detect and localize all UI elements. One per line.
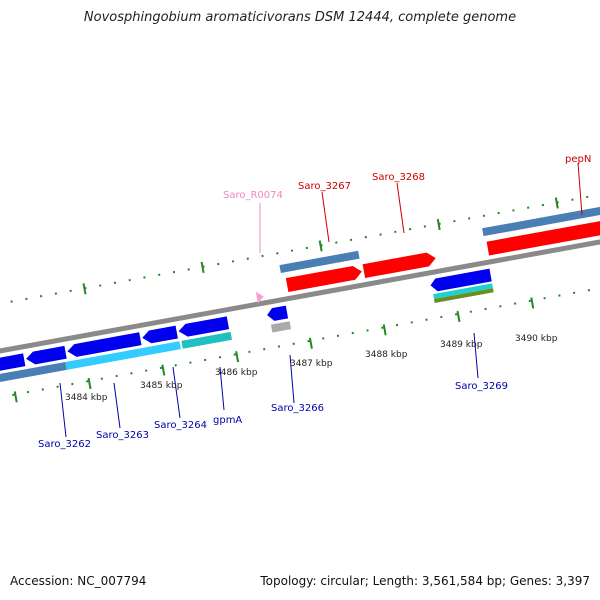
gene-label-saro-3263[interactable]: Saro_3263 [96, 430, 149, 441]
tick-label-3486: 3486 kbp [215, 368, 258, 378]
tick-3489 [382, 324, 387, 336]
leader-saro-3262 [59, 382, 67, 438]
leader-saro-3269 [473, 332, 479, 379]
feature-saro-3267-arrow [285, 266, 362, 292]
tick-label-3490: 3490 kbp [515, 334, 558, 344]
accession-text: Accession: NC_007794 [10, 574, 147, 588]
feature-saro-3267-bar [279, 250, 360, 273]
feature-saro-3266-bar [270, 321, 292, 333]
leader-saro-3268 [396, 182, 405, 234]
feature-saro-3266-arrow [267, 305, 289, 321]
leader-gpma [219, 366, 225, 411]
gene-label-saro-3262[interactable]: Saro_3262 [38, 439, 91, 450]
gene-label-pepn[interactable]: pepN [565, 154, 591, 165]
tick-label-3487: 3487 kbp [290, 359, 333, 369]
map-title: Novosphingobium aromaticivorans DSM 1244… [83, 10, 517, 25]
lower-guide [0, 265, 600, 418]
feature-3263-bar [65, 348, 144, 370]
tick-3485 [87, 377, 92, 390]
tick-upper-6 [554, 197, 559, 209]
tick-upper-5 [436, 218, 441, 231]
leader-pepn [577, 162, 583, 216]
tick-upper-2 [82, 283, 87, 295]
gene-label-saro-3264[interactable]: Saro_3264 [154, 420, 207, 431]
feature-saro-3269-bar-cyan [433, 283, 494, 300]
tick-label-3484: 3484 kbp [65, 393, 108, 403]
feature-3264-bar [142, 341, 181, 356]
leader-saro-3264 [172, 366, 181, 419]
label-leaders [59, 162, 583, 438]
tick-label-3485: 3485 kbp [140, 381, 183, 391]
leader-saro-3263 [113, 382, 121, 429]
feature-saro-3263-arrow [67, 332, 142, 357]
feature-pepn-bar [482, 203, 600, 237]
kbp-ticks [13, 197, 559, 403]
genome-axis [0, 218, 600, 375]
feature-saro-r0074 [255, 291, 264, 304]
tick-upper-4 [318, 240, 323, 252]
gene-label-gpma[interactable]: gpmA [213, 415, 242, 426]
feature-saro-3269-bar-olive [433, 288, 494, 303]
tick-3488 [308, 337, 313, 349]
tick-3490 [456, 310, 461, 323]
forward-genes [255, 203, 600, 304]
genome-summary-text: Topology: circular; Length: 3,561,584 bp… [260, 574, 590, 588]
tick-3486 [161, 364, 166, 376]
tick-3484 [13, 391, 18, 403]
leader-saro-3267 [321, 191, 330, 243]
feature-3262-bar [0, 361, 67, 388]
tick-3491 [530, 297, 535, 309]
upper-guide [0, 174, 600, 327]
feature-gpma-arrow [178, 316, 230, 337]
gene-label-saro-3266[interactable]: Saro_3266 [271, 403, 324, 414]
tick-3487 [235, 351, 240, 363]
gene-label-saro-r0074[interactable]: Saro_R0074 [223, 190, 283, 201]
feature-pepn-arrow [486, 215, 600, 256]
tick-upper-3 [200, 261, 205, 273]
gene-labels: Saro_R0074 Saro_3267 Saro_3268 pepN Saro… [38, 154, 591, 450]
tick-label-3488: 3488 kbp [365, 350, 408, 360]
feature-gpma-bar [181, 331, 233, 349]
gene-label-saro-3268[interactable]: Saro_3268 [372, 172, 425, 183]
kbp-labels: 3484 kbp 3485 kbp 3486 kbp 3487 kbp 3488… [65, 334, 558, 403]
reverse-genes [0, 268, 494, 388]
gene-label-saro-3267[interactable]: Saro_3267 [298, 181, 351, 192]
tick-label-3489: 3489 kbp [440, 340, 483, 350]
leader-saro-3266 [289, 354, 295, 404]
feature-saro-3269-arrow [430, 268, 492, 292]
gene-label-saro-3269[interactable]: Saro_3269 [455, 381, 508, 392]
feature-left-arrow [0, 353, 26, 377]
feature-saro-3264-arrow [142, 325, 178, 344]
feature-saro-3262-arrow [26, 345, 67, 365]
feature-saro-3268-arrow [362, 252, 436, 279]
